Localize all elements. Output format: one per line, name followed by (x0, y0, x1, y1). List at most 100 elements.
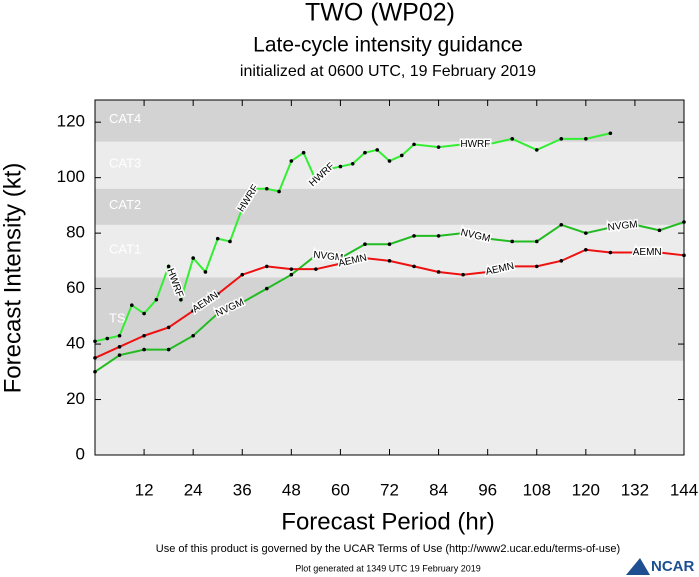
data-point (142, 311, 146, 316)
data-point (534, 148, 539, 152)
y-tick-label: 60 (66, 278, 85, 297)
series-label: NVGM (607, 219, 638, 233)
data-point (142, 347, 146, 352)
y-tick-label: 80 (66, 223, 85, 242)
data-point (559, 223, 564, 227)
data-point (93, 356, 97, 360)
data-point (166, 325, 171, 330)
data-point (375, 148, 380, 152)
data-point (363, 242, 367, 247)
data-point (240, 300, 245, 305)
data-point (117, 333, 122, 338)
data-point (93, 339, 97, 344)
x-tick-label: 96 (478, 480, 497, 499)
data-point (117, 345, 122, 349)
category-band (95, 141, 684, 189)
x-tick-label: 72 (380, 480, 399, 499)
data-point (215, 311, 220, 316)
data-point (461, 272, 465, 277)
data-point (682, 220, 686, 224)
data-point (412, 264, 416, 269)
category-band (95, 100, 684, 142)
data-point (314, 178, 318, 183)
data-point (289, 267, 294, 271)
y-tick-label: 40 (66, 334, 85, 353)
x-tick-label: 12 (135, 480, 154, 499)
y-tick-label: 100 (57, 167, 85, 186)
plot-frame (94, 99, 685, 456)
data-point (559, 137, 564, 141)
data-point (657, 228, 662, 233)
data-point (485, 270, 490, 274)
data-point (215, 292, 220, 296)
band-label: TS (109, 311, 126, 326)
footer: Plot generated at 1349 UTC 19 February 2… (295, 563, 481, 573)
band-label: CAT3 (109, 156, 141, 171)
y-tick-label: 120 (57, 112, 85, 131)
data-point (461, 142, 465, 147)
data-point (510, 239, 515, 244)
data-point (436, 234, 441, 238)
footer: Use of this product is governed by the U… (156, 543, 620, 555)
data-point (240, 272, 245, 277)
data-point (412, 142, 416, 147)
data-point (166, 264, 171, 269)
y-tick-label: 20 (66, 389, 85, 408)
x-tick-label: 132 (621, 480, 649, 499)
data-point (436, 145, 441, 149)
y-tick-label: 0 (76, 444, 85, 463)
data-point (485, 142, 490, 147)
band-label: CAT2 (109, 197, 141, 212)
data-point (559, 259, 564, 263)
data-point (584, 231, 588, 235)
data-point (510, 137, 515, 141)
data-point (461, 231, 465, 235)
data-point (142, 333, 146, 338)
x-tick-label: 48 (282, 480, 301, 499)
data-point (252, 186, 257, 191)
data-point (387, 242, 392, 247)
data-point (633, 250, 637, 255)
data-point (191, 256, 195, 260)
chart-title: TWO (WP02) (305, 0, 455, 27)
data-point (338, 261, 343, 266)
data-point (277, 189, 281, 194)
logo: NCAR (651, 558, 694, 575)
chart-subtitle: initialized at 0600 UTC, 19 February 201… (240, 63, 536, 80)
data-point (399, 153, 404, 158)
data-point (289, 159, 294, 163)
data-point (117, 353, 122, 357)
data-point (485, 236, 490, 241)
data-point (584, 137, 588, 141)
data-point (264, 264, 269, 269)
data-point (166, 347, 171, 352)
data-point (412, 234, 416, 238)
data-point (608, 131, 613, 136)
data-point (154, 297, 159, 302)
x-tick-label: 120 (572, 480, 600, 499)
data-point (326, 167, 330, 172)
data-point (436, 270, 441, 274)
data-point (130, 303, 134, 308)
category-band (95, 277, 684, 361)
data-point (608, 250, 613, 255)
data-point (240, 206, 245, 210)
data-point (264, 186, 269, 191)
x-tick-label: 36 (233, 480, 252, 499)
data-point (93, 369, 97, 374)
data-point (387, 259, 392, 263)
series-label: NVGM (313, 250, 344, 264)
logo-mark (626, 558, 650, 575)
data-point (338, 164, 343, 169)
x-axis-label: Forecast Period (hr) (281, 508, 494, 535)
x-tick-label: 108 (523, 480, 551, 499)
data-point (387, 159, 392, 163)
data-point (682, 253, 686, 258)
chart-subtitle: Late-cycle intensity guidance (253, 34, 523, 57)
data-point (191, 333, 195, 338)
data-point (228, 239, 232, 244)
data-point (608, 225, 613, 230)
data-point (363, 256, 367, 260)
data-point (191, 308, 195, 313)
